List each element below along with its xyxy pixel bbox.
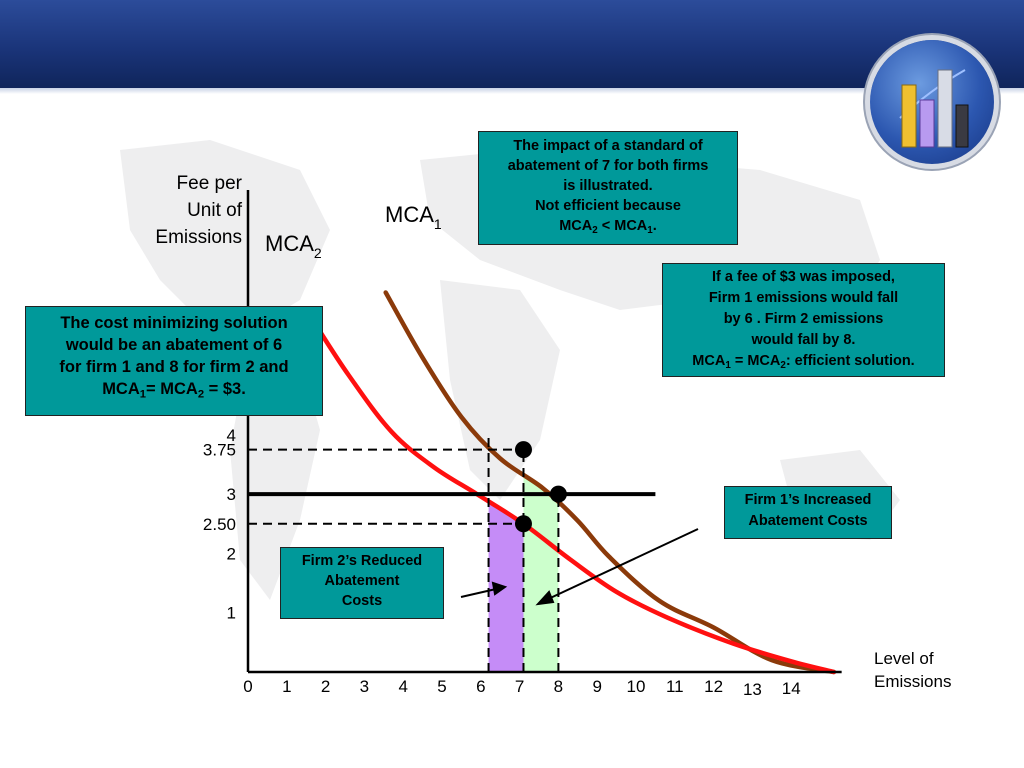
firm1-label-line: Abatement Costs [748,513,868,529]
firm2-label-line: Costs [341,593,383,609]
impact-note-line: abatement of 7 for both firms [507,158,709,174]
x-axis-title: Level of Emissions [874,649,951,691]
region-firm1-increased-abatement-costs [523,474,559,672]
y-tick-label: 1 [227,604,236,623]
guide-lines [248,437,656,672]
arrow-firm2 [460,588,497,598]
arrow-firm1-head [535,590,555,606]
firm2-label-line: Abatement [324,573,400,589]
x-tick-label: 10 [627,677,646,696]
impact-note-formula: MCA2 < MCA1. [559,218,657,236]
y-axis-title-line-1: Fee per [177,173,243,194]
firm1-increased-costs-label: Firm 1’s Increased Abatement Costs [724,486,892,539]
cost-minimizing-note-box: The cost minimizing solution would be an… [25,306,323,416]
series-label-mca1: MCA1 [385,202,442,232]
cost-note-formula: MCA1= MCA2 = $3. [102,380,246,401]
impact-note-line: Not efficient because [535,198,681,214]
arrow-firm1 [545,528,699,601]
y-tick-label: 3.75 [203,441,236,460]
x-tick-label: 5 [437,677,446,696]
x-axis-title-line-2: Emissions [874,672,951,691]
cost-note-line: for firm 1 and 8 for firm 2 and [59,358,289,376]
fee-note-box: If a fee of $3 was imposed, Firm 1 emiss… [662,263,945,377]
impact-note-line: The impact of a standard of [513,138,703,154]
x-tick-label: 11 [666,677,684,696]
firm2-label-line: Firm 2’s Reduced [301,553,423,569]
arrow-firm2-head [491,581,508,596]
y-axis-title-line-2: Unit of [187,200,243,221]
x-tick-label: 9 [592,677,601,696]
fee-note-line: Firm 1 emissions would fall [708,290,899,306]
y-tick-label: 4 [227,426,236,445]
x-tick-label: 12 [704,677,723,696]
bar-chart-globe-icon [870,40,994,164]
x-tick-label: 14 [782,679,801,698]
axes [246,190,842,674]
x-tick-label: 13 [743,680,762,699]
intersection-point [514,441,532,459]
intersection-point [549,485,567,503]
curve-mca1 [383,290,837,675]
fee-note-line: would fall by 8. [751,332,856,348]
y-axis-title-line-3: Emissions [155,227,242,248]
firm1-label-line: Firm 1’s Increased [744,492,872,508]
x-tick-label: 1 [282,677,291,696]
point-markers [514,441,567,533]
pointer-arrows [460,528,699,606]
y-tick-label: 2 [227,544,236,563]
fee-note-line: by 6 . Firm 2 emissions [723,311,884,327]
header-banner [0,0,1024,90]
x-axis-title-line-1: Level of [874,649,934,668]
intersection-point [514,515,532,533]
curve-mca2 [311,319,837,675]
fee-note-line: If a fee of $3 was imposed, [712,269,895,285]
y-tick-label: 3 [227,485,236,504]
header-banner-shine [0,88,1024,94]
series-label-mca2: MCA2 [265,231,322,261]
impact-note-line: is illustrated. [563,178,653,194]
y-tick-label: 2.50 [203,515,236,534]
y-axis-title: Fee per Unit of Emissions [155,173,242,248]
x-tick-label: 7 [515,677,524,696]
x-tick-label: 6 [476,677,485,696]
curves [311,290,837,675]
cost-note-line: The cost minimizing solution [60,314,288,332]
impact-note-box: The impact of a standard of abatement of… [478,131,738,245]
cost-note-line: would be an abatement of 6 [65,336,283,354]
x-tick-label: 3 [360,677,369,696]
firm2-reduced-costs-label: Firm 2’s Reduced Abatement Costs [280,547,444,619]
x-tick-label: 8 [554,677,563,696]
x-tick-label: 4 [398,677,407,696]
x-tick-label: 0 [243,677,252,696]
fee-note-formula: MCA1 = MCA2: efficient solution. [692,353,915,371]
x-tick-label: 2 [321,677,330,696]
